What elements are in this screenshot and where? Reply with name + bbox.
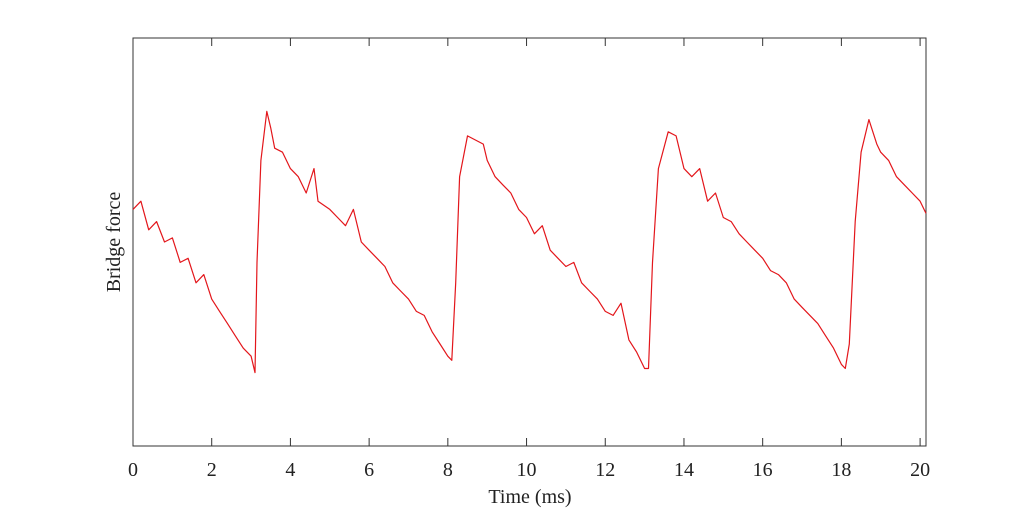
x-tick-label: 2: [207, 459, 217, 481]
x-tick-label: 20: [910, 459, 930, 481]
x-axis-label: Time (ms): [488, 486, 571, 508]
data-line: [132, 110, 927, 374]
x-tick-label: 8: [443, 459, 453, 481]
x-tick-label: 10: [517, 459, 537, 481]
y-axis-label: Bridge force: [103, 192, 125, 293]
x-tick-label: 12: [595, 459, 615, 481]
plot-frame: [132, 37, 927, 447]
x-tick-label: 14: [674, 459, 694, 481]
x-tick-label: 0: [128, 459, 138, 481]
x-tick-label: 4: [285, 459, 295, 481]
x-tick-label: 18: [831, 459, 851, 481]
x-tick-label: 16: [753, 459, 773, 481]
x-tick-label: 6: [364, 459, 374, 481]
